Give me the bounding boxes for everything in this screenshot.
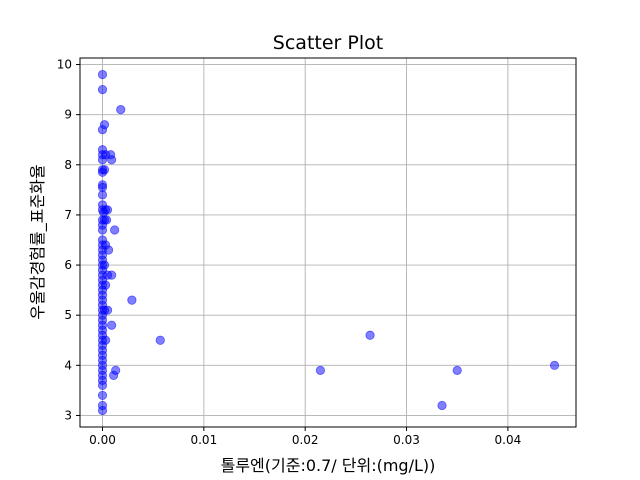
- data-point: [97, 190, 108, 200]
- data-point: [97, 390, 108, 401]
- data-point: [97, 125, 108, 135]
- y-tick-label: 3: [64, 408, 72, 422]
- data-point: [97, 225, 108, 235]
- y-tick-label: 9: [64, 108, 72, 122]
- data-point: [107, 320, 117, 330]
- data-point: [437, 400, 447, 411]
- x-axis: 0.00 0.01 0.02 0.03 0.04: [89, 427, 521, 447]
- data-point: [103, 245, 114, 255]
- chart-title: Scatter Plot: [273, 32, 383, 54]
- data-point: [116, 105, 126, 115]
- data-point: [315, 365, 325, 375]
- data-points: [97, 69, 560, 416]
- x-tick-label: 0.00: [89, 433, 116, 447]
- data-point: [99, 165, 110, 175]
- y-tick-label: 4: [64, 358, 72, 372]
- data-point: [107, 155, 117, 165]
- data-point: [102, 205, 113, 215]
- y-tick-label: 6: [64, 258, 72, 272]
- y-tick-label: 8: [64, 158, 72, 172]
- grid: [80, 58, 576, 427]
- x-tick-label: 0.02: [292, 433, 319, 447]
- y-tick-label: 10: [57, 58, 72, 72]
- data-point: [97, 69, 108, 80]
- data-point: [452, 365, 462, 375]
- data-point: [127, 295, 137, 305]
- x-tick-label: 0.03: [393, 433, 420, 447]
- data-point: [110, 225, 120, 235]
- x-axis-label: 톨루엔(기준:0.7/ 단위:(mg/L)): [221, 456, 436, 475]
- data-point: [109, 370, 119, 380]
- y-tick-label: 7: [64, 208, 72, 222]
- data-point: [97, 380, 108, 390]
- x-tick-label: 0.01: [190, 433, 217, 447]
- data-point: [97, 405, 108, 416]
- x-tick-label: 0.04: [495, 433, 522, 447]
- y-tick-label: 5: [64, 308, 72, 322]
- data-point: [97, 84, 108, 95]
- y-axis-label: 우울감경험률_표준화율: [28, 164, 48, 319]
- data-point: [549, 360, 560, 370]
- y-axis: 3 4 5 6 7 8 9 10: [57, 58, 80, 422]
- data-point: [155, 335, 165, 345]
- plot-frame: [79, 57, 577, 428]
- data-point: [107, 270, 117, 280]
- data-point: [365, 330, 375, 340]
